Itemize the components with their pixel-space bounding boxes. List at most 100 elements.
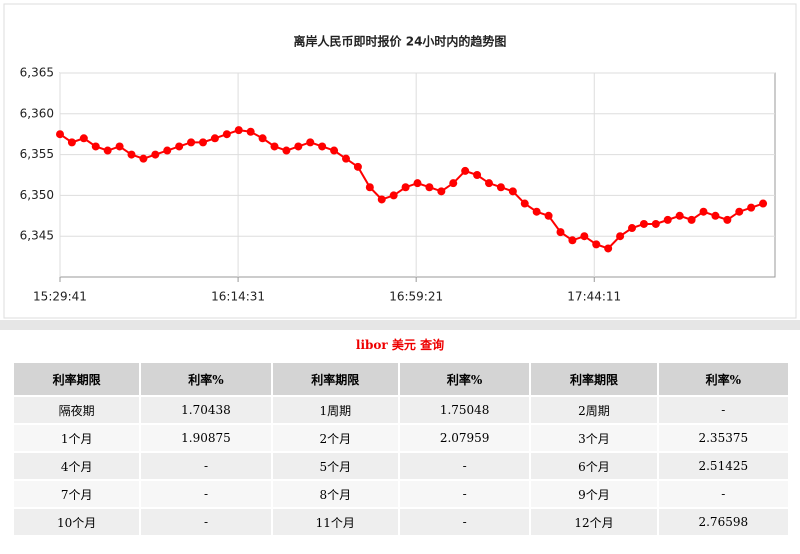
point xyxy=(56,130,64,139)
table-cell: 1个月 xyxy=(11,423,142,453)
point xyxy=(556,228,565,237)
point xyxy=(377,195,386,204)
table-cell: 1.75048 xyxy=(397,395,532,425)
point xyxy=(127,150,136,159)
point xyxy=(318,142,327,151)
table-cell: - xyxy=(139,451,273,481)
point xyxy=(604,244,613,253)
point xyxy=(580,232,589,241)
table-cell: - xyxy=(139,479,273,509)
point xyxy=(675,211,684,220)
point xyxy=(103,146,112,155)
point xyxy=(568,236,577,245)
y-tick-label: 6,355 xyxy=(20,147,54,161)
table-cell: 隔夜期 xyxy=(11,395,142,425)
x-tick-label: 16:59:21 xyxy=(389,290,443,304)
point xyxy=(79,134,88,143)
point xyxy=(663,215,672,224)
y-tick-label: 6,365 xyxy=(20,66,54,80)
point xyxy=(616,232,625,241)
table-cell: 1.90875 xyxy=(139,423,273,453)
point xyxy=(747,203,756,212)
y-tick-label: 6,350 xyxy=(20,188,54,202)
point xyxy=(270,142,279,151)
point xyxy=(306,138,315,147)
chart: 离岸人民币即时报价 24小时内的趋势图 6,345 6,350 6,355 6,360… xyxy=(3,3,797,319)
header-cell: 利率% xyxy=(139,361,273,397)
point xyxy=(234,126,243,135)
point xyxy=(151,150,160,159)
point xyxy=(723,215,732,224)
header-cell: 利率期限 xyxy=(11,361,142,397)
table-row: 10个月 -11个月 -12个月 2.76598 xyxy=(11,507,791,537)
point xyxy=(735,207,744,216)
point xyxy=(759,199,768,208)
table-cell: 2.76598 xyxy=(656,507,791,537)
point xyxy=(210,134,219,143)
table-cell: 12个月 xyxy=(529,507,659,537)
point xyxy=(365,183,374,192)
point xyxy=(544,211,553,220)
table-cell: 11个月 xyxy=(270,507,400,537)
point xyxy=(508,187,517,196)
point xyxy=(651,219,660,228)
table-cell: 6个月 xyxy=(529,451,659,481)
point xyxy=(187,138,196,147)
table-row: 4个月 -5个月 -6个月 2.51425 xyxy=(11,451,791,481)
point xyxy=(532,207,541,216)
point xyxy=(67,138,76,147)
point xyxy=(473,171,482,179)
point xyxy=(687,215,696,224)
table-title: libor 美元 查询 xyxy=(355,338,445,352)
header-cell: 利率期限 xyxy=(529,361,659,397)
table-cell: 8个月 xyxy=(270,479,400,509)
x-tick-label: 15:29:41 xyxy=(33,290,87,304)
table-cell: - xyxy=(397,451,532,481)
point xyxy=(485,179,493,188)
point xyxy=(91,142,100,151)
point xyxy=(461,166,470,175)
table-cell: - xyxy=(656,395,791,425)
table-cell: 7个月 xyxy=(11,479,142,509)
libor-table: 利率期限 利率% 利率期限 利率% 利率期限 利率% 隔夜期 1.70438 1周期 1.7504… xyxy=(11,361,791,537)
point xyxy=(163,146,172,155)
table-cell: 3个月 xyxy=(529,423,659,453)
table-cell: 1.70438 xyxy=(139,395,273,425)
header-cell: 利率% xyxy=(656,361,791,397)
table-cell: 4个月 xyxy=(11,451,142,481)
point xyxy=(413,179,422,188)
chart-frame xyxy=(3,3,797,319)
table-cell: - xyxy=(139,507,273,537)
point xyxy=(711,211,720,220)
point xyxy=(389,191,398,200)
point xyxy=(199,138,207,147)
point xyxy=(425,183,434,192)
header-row: 利率期限 利率% 利率期限 利率% 利率期限 利率% xyxy=(11,361,791,397)
chart-title: 离岸人民币即时报价 24小时内的趋势图 xyxy=(294,34,507,49)
header-cell: 利率% xyxy=(397,361,532,397)
table-cell: 2个月 xyxy=(270,423,400,453)
point xyxy=(222,130,231,139)
table-cell: - xyxy=(397,507,532,537)
point xyxy=(520,199,529,208)
table-cell: 1周期 xyxy=(270,395,400,425)
table-cell: 2.35375 xyxy=(656,423,791,453)
point xyxy=(437,187,446,196)
table-cell: 10个月 xyxy=(11,507,142,537)
point xyxy=(139,154,148,163)
table-row: 7个月 -8个月 -9个月 - xyxy=(11,479,791,509)
table-cell: 2周期 xyxy=(529,395,659,425)
point xyxy=(353,162,362,171)
table-cell: 9个月 xyxy=(529,479,659,509)
point xyxy=(330,146,339,155)
x-tick-label: 16:14:31 xyxy=(211,290,265,304)
point xyxy=(592,240,601,249)
point xyxy=(175,142,184,151)
table-cell: - xyxy=(397,479,532,509)
header-cell: 利率期限 xyxy=(270,361,400,397)
point xyxy=(246,127,255,136)
x-tick-label: 17:44:11 xyxy=(567,290,621,304)
table-cell: - xyxy=(656,479,791,509)
y-tick-label: 6,345 xyxy=(20,229,54,243)
